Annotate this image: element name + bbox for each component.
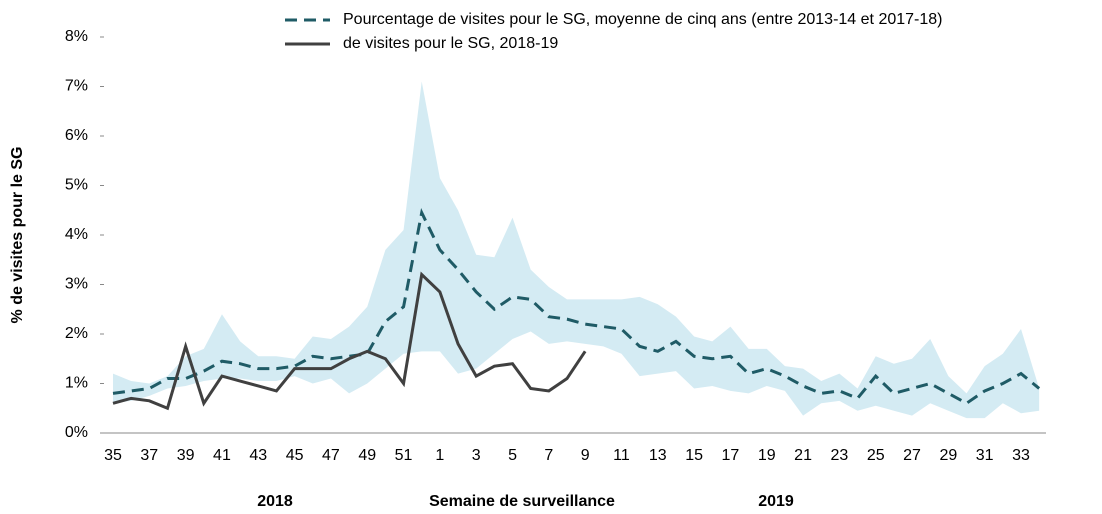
x-tick-label: 49 [358, 447, 376, 464]
plot-area [112, 81, 1041, 419]
x-tick-label: 23 [831, 447, 849, 464]
x-tick-label: 9 [581, 447, 590, 464]
year-label: 2019 [758, 493, 794, 510]
x-tick-label: 41 [213, 447, 231, 464]
x-tick-label: 33 [1012, 447, 1030, 464]
x-tick-label: 27 [903, 447, 921, 464]
year-label: 2018 [257, 493, 293, 510]
x-tick-label: 17 [722, 447, 740, 464]
x-tick-label: 43 [249, 447, 267, 464]
x-tick-label: 7 [544, 447, 553, 464]
y-tick-label: 2% [65, 325, 88, 342]
x-tick-label: 31 [976, 447, 994, 464]
y-tick-label: 5% [65, 177, 88, 194]
y-tick-label: 6% [65, 127, 88, 144]
x-tick-label: 51 [395, 447, 413, 464]
series-line [112, 208, 1041, 406]
x-tick-label: 21 [794, 447, 812, 464]
y-tick-label: 8% [65, 28, 88, 45]
legend-label: Pourcentage de visites pour le SG, moyen… [343, 11, 942, 28]
x-tick-label: 37 [140, 447, 158, 464]
y-tick-label: 7% [65, 78, 88, 95]
x-tick-label: 39 [177, 447, 195, 464]
y-tick-label: 4% [65, 226, 88, 243]
x-tick-label: 1 [435, 447, 444, 464]
x-tick-label: 19 [758, 447, 776, 464]
x-tick-label: 5 [508, 447, 517, 464]
x-tick-label: 3 [472, 447, 481, 464]
x-tick-label: 25 [867, 447, 885, 464]
x-tick-label: 47 [322, 447, 340, 464]
x-tick-label: 29 [939, 447, 957, 464]
x-axis-title: Semaine de surveillance [429, 493, 615, 510]
y-tick-label: 1% [65, 375, 88, 392]
y-tick-label: 0% [65, 424, 88, 441]
y-axis-title: % de visites pour le SG [9, 147, 26, 324]
x-tick-label: 11 [613, 447, 630, 464]
x-tick-label: 45 [286, 447, 304, 464]
series-line [112, 271, 587, 411]
x-tick-label: 15 [685, 447, 703, 464]
range-band [113, 81, 1040, 419]
legend-label: de visites pour le SG, 2018-19 [343, 35, 558, 52]
y-tick-label: 3% [65, 276, 88, 293]
x-tick-label: 35 [104, 447, 122, 464]
x-tick-label: 13 [649, 447, 667, 464]
